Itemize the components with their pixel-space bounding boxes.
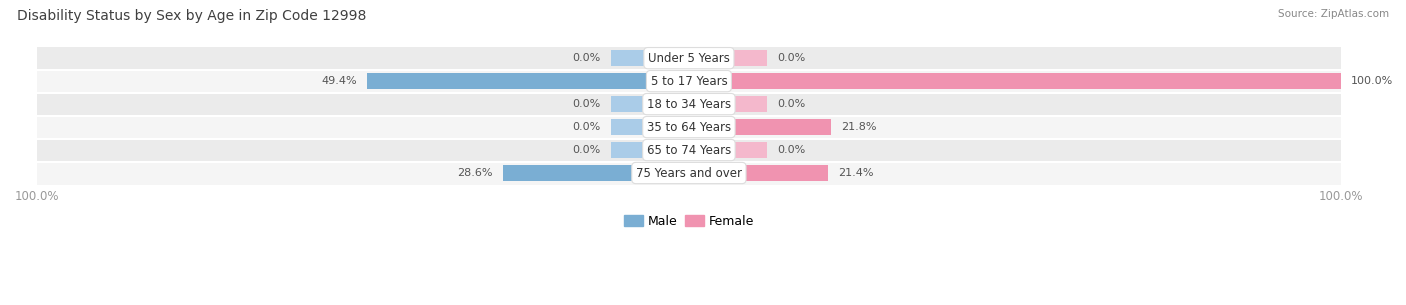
Bar — [37, 70, 1340, 93]
Bar — [689, 165, 828, 181]
Text: 21.4%: 21.4% — [838, 168, 873, 178]
Text: 100.0%: 100.0% — [1350, 76, 1392, 86]
Text: 49.4%: 49.4% — [322, 76, 357, 86]
Text: 0.0%: 0.0% — [778, 145, 806, 155]
Bar — [610, 119, 689, 135]
Bar — [689, 73, 1340, 89]
Bar — [689, 50, 768, 66]
Text: 18 to 34 Years: 18 to 34 Years — [647, 98, 731, 111]
Bar — [610, 142, 689, 158]
Text: 28.6%: 28.6% — [457, 168, 492, 178]
Bar — [37, 162, 1340, 185]
Text: 0.0%: 0.0% — [572, 99, 600, 109]
Text: Disability Status by Sex by Age in Zip Code 12998: Disability Status by Sex by Age in Zip C… — [17, 9, 366, 23]
Bar — [37, 138, 1340, 162]
Text: 75 Years and over: 75 Years and over — [636, 167, 742, 180]
Bar — [610, 96, 689, 112]
Text: 0.0%: 0.0% — [778, 53, 806, 63]
Text: 0.0%: 0.0% — [572, 145, 600, 155]
Text: Source: ZipAtlas.com: Source: ZipAtlas.com — [1278, 9, 1389, 19]
Text: 0.0%: 0.0% — [778, 99, 806, 109]
Text: 65 to 74 Years: 65 to 74 Years — [647, 144, 731, 156]
Legend: Male, Female: Male, Female — [619, 210, 759, 233]
Bar — [689, 119, 831, 135]
Bar — [37, 116, 1340, 138]
Bar — [689, 142, 768, 158]
Bar — [37, 47, 1340, 70]
Text: 5 to 17 Years: 5 to 17 Years — [651, 75, 727, 88]
Bar — [610, 50, 689, 66]
Text: 21.8%: 21.8% — [841, 122, 876, 132]
Text: 0.0%: 0.0% — [572, 122, 600, 132]
Text: 35 to 64 Years: 35 to 64 Years — [647, 120, 731, 134]
Bar — [37, 93, 1340, 116]
Bar — [689, 96, 768, 112]
Bar — [367, 73, 689, 89]
Text: 0.0%: 0.0% — [572, 53, 600, 63]
Text: Under 5 Years: Under 5 Years — [648, 52, 730, 65]
Bar — [502, 165, 689, 181]
